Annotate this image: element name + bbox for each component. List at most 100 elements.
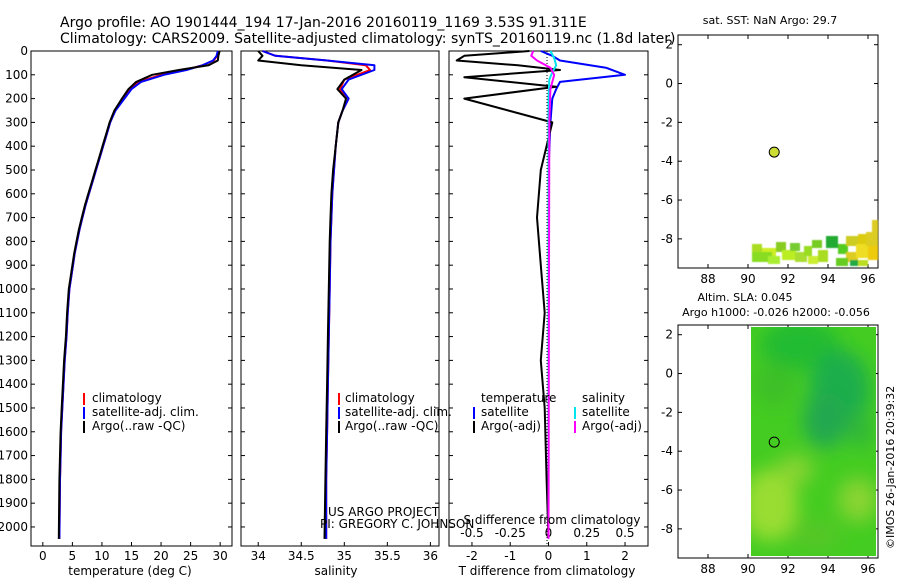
- map-x-tick-label: 94: [820, 272, 835, 286]
- depth-tick-label: 1200: [0, 330, 28, 344]
- difference-x-axis: -2 -1 0 1 2: [466, 542, 629, 563]
- salinity-profile-lines: [257, 50, 376, 539]
- map-x-tick-label: 88: [700, 562, 715, 576]
- temperature-profile-lines: [57, 50, 221, 539]
- salinity-x-tick-label: 36: [423, 549, 438, 563]
- temperature-x-tick-label: 10: [94, 549, 109, 563]
- temperature-argo-adj-line: [455, 50, 561, 539]
- figure-title-line1: Argo profile: AO 1901444_194 17-Jan-2016…: [60, 15, 587, 31]
- salinity-panel-frame: [240, 50, 440, 547]
- difference-x-tick-label: -1: [504, 549, 516, 563]
- temperature-x-tick-label: 30: [213, 549, 228, 563]
- salinity-x-tick-label: 34: [251, 549, 266, 563]
- map-x-tick-label: 96: [860, 272, 875, 286]
- salinity-x-tick-label: 35.5: [374, 549, 401, 563]
- map-y-tick-label: -4: [661, 154, 673, 168]
- legend-climatology-label: climatology: [92, 391, 162, 405]
- legend-argo-label: Argo(..raw -QC): [345, 419, 438, 433]
- map-x-tick-label: 90: [740, 272, 755, 286]
- depth-tick-label: 1000: [0, 282, 28, 296]
- argo-raw-qc-line: [57, 50, 221, 539]
- depth-tick-label: 500: [5, 163, 28, 177]
- depth-tick-label: 900: [5, 258, 28, 272]
- salinity-difference-tick-label: -0.5: [460, 526, 483, 540]
- legend-satellite-label: satellite-adj. clim.: [92, 405, 199, 419]
- salinity-x-tick-label: 34.5: [288, 549, 315, 563]
- depth-tick-label: 0: [20, 44, 28, 58]
- map-x-tick-label: 94: [820, 562, 835, 576]
- salinity-xlabel: salinity: [314, 564, 357, 578]
- credit-line1: US ARGO PROJECT: [328, 505, 440, 519]
- difference-legend: temperature satellite Argo(-adj) salinit…: [473, 391, 642, 433]
- map-y-tick-label: 0: [665, 367, 673, 381]
- legend-temp-argo-label: Argo(-adj): [481, 419, 541, 433]
- difference-x-tick-label: -2: [466, 549, 478, 563]
- sst-argo-marker: [768, 146, 780, 158]
- figure-title-line2: Climatology: CARS2009. Satellite-adjuste…: [60, 31, 675, 47]
- sst-map-frame: [677, 34, 879, 269]
- depth-tick-label: 600: [5, 187, 28, 201]
- legend-climatology-label: climatology: [345, 391, 415, 405]
- legend-sal-argo-label: Argo(-adj): [582, 419, 642, 433]
- depth-tick-label: 300: [5, 115, 28, 129]
- satellite-adj-clim-line: [262, 50, 376, 539]
- salinity-x-axis: 34 34.5 35 35.5 36: [251, 542, 438, 563]
- map-y-tick-label: -4: [661, 444, 673, 458]
- imos-timestamp: ©IMOS 26-Jan-2016 20:39:32: [884, 386, 897, 549]
- temperature-x-tick-label: 20: [153, 549, 168, 563]
- sst-pixels: [752, 220, 878, 266]
- legend-temperature-title: temperature: [481, 391, 556, 405]
- map-y-tick-label: -6: [661, 483, 673, 497]
- depth-axis: 0 100 200 300 400 500 600 700 800 900 1000 1100 1200…: [0, 44, 648, 534]
- salinity-x-tick-label: 35: [337, 549, 352, 563]
- salinity-legend: climatology satellite-adj. clim. Argo(..…: [338, 391, 452, 433]
- legend-salinity-title: salinity: [582, 391, 625, 405]
- difference-xlabel: T difference from climatology: [458, 564, 636, 578]
- map-y-tick-label: 0: [665, 77, 673, 91]
- map-x-tick-label: 92: [780, 272, 795, 286]
- salinity-difference-tick-label: -0.25: [495, 526, 526, 540]
- depth-tick-label: 1900: [0, 496, 28, 510]
- legend-argo-label: Argo(..raw -QC): [92, 419, 185, 433]
- temperature-legend: climatology satellite-adj. clim. Argo(..…: [83, 391, 199, 433]
- legend-satellite-label: satellite-adj. clim.: [345, 405, 452, 419]
- depth-tick-label: 1600: [0, 425, 28, 439]
- map-x-tick-label: 90: [740, 562, 755, 576]
- temperature-x-axis: 0 5 10 15 20 25 30: [39, 542, 228, 563]
- temperature-x-tick-label: 5: [69, 549, 77, 563]
- legend-sal-satellite-label: satellite: [582, 405, 630, 419]
- sla-map-title-line2: Argo h1000: -0.026 h2000: -0.056: [682, 306, 870, 319]
- temperature-x-tick-label: 25: [183, 549, 198, 563]
- map-y-tick-label: -8: [661, 522, 673, 536]
- sla-argo-marker: [768, 436, 780, 448]
- depth-tick-label: 1300: [0, 353, 28, 367]
- sla-field: [751, 327, 876, 556]
- depth-tick-label: 1500: [0, 401, 28, 415]
- map-y-tick-label: 2: [665, 38, 673, 52]
- map-y-tick-label: -6: [661, 193, 673, 207]
- depth-tick-label: 700: [5, 211, 28, 225]
- difference-top-xlabel: S difference from climatology: [464, 513, 641, 527]
- map-y-tick-label: -2: [661, 115, 673, 129]
- legend-temp-satellite-label: satellite: [481, 405, 529, 419]
- map-y-tick-label: 2: [665, 328, 673, 342]
- argo-raw-qc-line: [257, 50, 363, 539]
- sla-map-title-line1: Altim. SLA: 0.045: [697, 291, 792, 304]
- difference-x-tick-label: 1: [583, 549, 591, 563]
- salinity-argo-adj-line: [530, 50, 556, 539]
- temperature-satellite-line: [540, 50, 626, 539]
- temperature-x-tick-label: 15: [124, 549, 139, 563]
- climatology-line: [58, 50, 220, 539]
- sst-map-title: sat. SST: NaN Argo: 29.7: [703, 14, 837, 27]
- depth-tick-label: 1400: [0, 377, 28, 391]
- depth-tick-label: 2000: [0, 520, 28, 534]
- difference-x-tick-label: 0: [545, 549, 553, 563]
- depth-tick-label: 200: [5, 92, 28, 106]
- temperature-xlabel: temperature (deg C): [68, 564, 191, 578]
- map-y-tick-label: -8: [661, 232, 673, 246]
- depth-tick-label: 1700: [0, 449, 28, 463]
- map-x-tick-label: 92: [780, 562, 795, 576]
- sla-map-frame: [677, 324, 879, 559]
- salinity-difference-tick-label: 0.5: [615, 526, 634, 540]
